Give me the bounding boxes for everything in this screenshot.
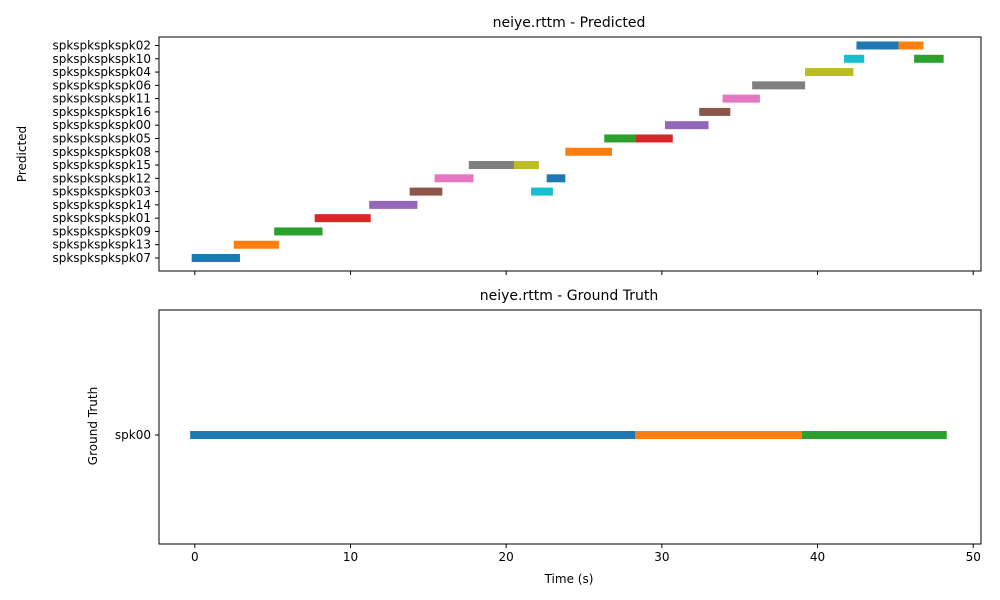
ground-truth-segment: [801, 431, 947, 439]
ground-truth-axes-frame: [158, 309, 982, 545]
predicted-speaker-label: spkspkspkspk09: [52, 224, 151, 238]
ground-truth-segment: [635, 431, 802, 439]
ground-truth-segment: [190, 431, 636, 439]
predicted-segment: [191, 254, 240, 262]
predicted-segment: [805, 68, 854, 77]
ground-truth-xtick-label: 20: [499, 550, 514, 564]
ground-truth-xticks: 0 10 20 30 40 50: [191, 544, 981, 564]
ground-truth-panel: neiye.rttm - Ground Truth Ground Truth T…: [86, 288, 982, 586]
predicted-segment: [635, 134, 673, 143]
predicted-segment: [565, 147, 613, 156]
predicted-segment: [914, 54, 944, 63]
predicted-segment: [856, 41, 899, 50]
ground-truth-ylabel: Ground Truth: [86, 387, 100, 465]
predicted-segment: [468, 161, 514, 170]
ground-truth-segments: [190, 431, 947, 439]
ground-truth-xtick-label: 0: [191, 550, 199, 564]
predicted-segment: [722, 94, 760, 103]
predicted-speaker-label: spkspkspkspk16: [52, 105, 151, 119]
predicted-xticks: [194, 271, 974, 275]
predicted-speaker-label: spkspkspkspk01: [52, 211, 151, 225]
predicted-speaker-label: spkspkspkspk02: [52, 39, 151, 53]
ground-truth-xlabel: Time (s): [544, 572, 594, 586]
predicted-panel: neiye.rttm - Predicted Predicted spkspks…: [15, 15, 982, 275]
predicted-segment: [531, 187, 553, 196]
predicted-speaker-label: spkspkspkspk07: [52, 251, 151, 265]
predicted-speaker-label: spkspkspkspk12: [52, 171, 151, 185]
predicted-speaker-label: spkspkspkspk05: [52, 131, 151, 145]
predicted-speaker-label: spkspkspkspk06: [52, 78, 151, 92]
predicted-speaker-label: spkspkspkspk11: [52, 92, 151, 106]
predicted-segments: [191, 41, 944, 262]
ground-truth-xtick-label: 10: [343, 550, 358, 564]
predicted-segment: [752, 81, 806, 90]
predicted-speaker-labels: spkspkspkspk07spkspkspkspk13spkspkspkspk…: [52, 39, 151, 266]
predicted-speaker-label: spkspkspkspk03: [52, 185, 151, 199]
predicted-speaker-label: spkspkspkspk04: [52, 65, 151, 79]
predicted-segment: [844, 54, 865, 63]
predicted-segment: [513, 161, 539, 170]
predicted-segment: [369, 200, 418, 209]
predicted-speaker-label: spkspkspkspk08: [52, 145, 151, 159]
predicted-speaker-label: spkspkspkspk15: [52, 158, 151, 172]
predicted-segment: [664, 121, 709, 130]
predicted-segment: [274, 227, 323, 236]
predicted-title: neiye.rttm - Predicted: [493, 15, 646, 31]
predicted-segment: [434, 174, 474, 183]
ground-truth-speaker-label: spk00: [115, 428, 151, 442]
predicted-speaker-label: spkspkspkspk13: [52, 238, 151, 252]
predicted-yticks: [155, 45, 159, 259]
predicted-axes-frame: [158, 36, 982, 272]
ground-truth-speaker-labels: spk00: [115, 428, 151, 442]
predicted-ylabel: Predicted: [15, 126, 29, 182]
ground-truth-title: neiye.rttm - Ground Truth: [480, 288, 658, 304]
ground-truth-xtick-label: 40: [810, 550, 825, 564]
ground-truth-xtick-label: 50: [966, 550, 981, 564]
predicted-speaker-label: spkspkspkspk14: [52, 198, 151, 212]
predicted-speaker-label: spkspkspkspk00: [52, 118, 151, 132]
predicted-segment: [898, 41, 924, 50]
predicted-segment: [546, 174, 566, 183]
ground-truth-xtick-label: 30: [654, 550, 669, 564]
predicted-segment: [604, 134, 636, 143]
predicted-segment: [314, 214, 371, 223]
predicted-speaker-label: spkspkspkspk10: [52, 52, 151, 66]
predicted-segment: [699, 107, 731, 116]
predicted-segment: [233, 240, 279, 249]
predicted-segment: [409, 187, 443, 196]
